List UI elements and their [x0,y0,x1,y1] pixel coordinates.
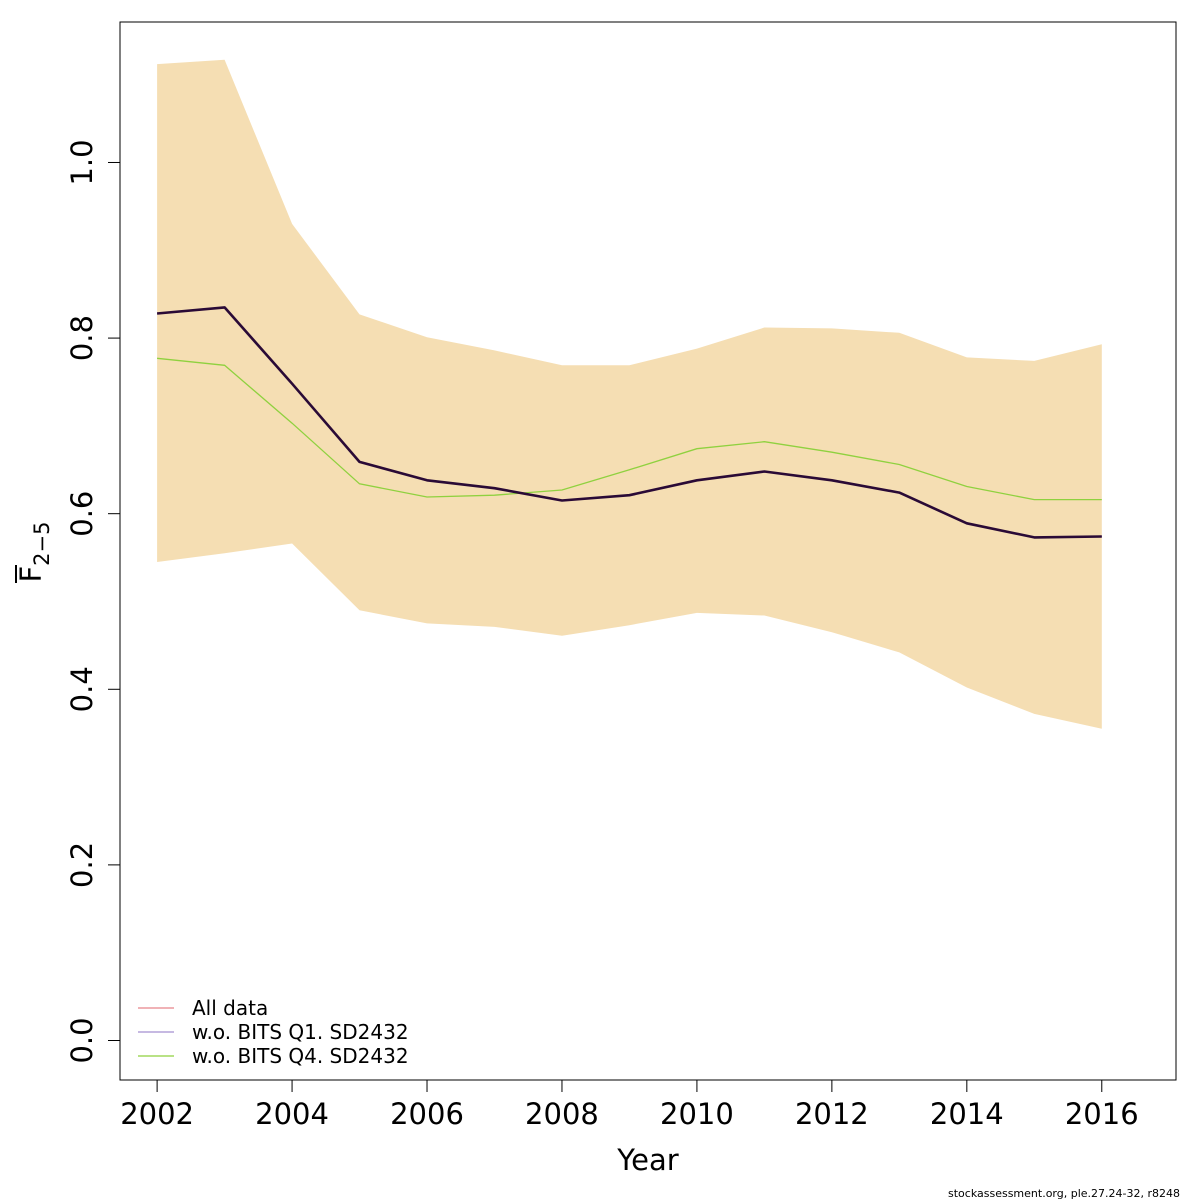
confidence-band [157,59,1102,729]
svg-text:F2−5: F2−5 [14,521,54,582]
y-tick-label: 1.0 [65,139,99,185]
x-tick-label: 2004 [255,1097,329,1131]
x-tick-label: 2012 [795,1097,869,1131]
y-tick-label: 0.8 [65,315,99,361]
y-tick-label: 0.4 [65,666,99,712]
x-tick-label: 2006 [390,1097,464,1131]
series-line-3 [157,357,1102,501]
y-tick-label: 0.6 [65,491,99,537]
x-axis: 2002 2004 2006 2008 2010 2012 2014 2016 [120,1079,1139,1131]
x-axis-title: Year [616,1143,678,1177]
x-tick-label: 2016 [1065,1097,1139,1131]
footer-credit: stockassessment.org, ple.27.24-32, r8248 [948,1187,1180,1200]
y-tick-label: 0.0 [65,1017,99,1063]
main-estimate-line [156,306,1102,539]
legend-label-1: All data [192,996,268,1020]
x-tick-label: 2008 [525,1097,599,1131]
y-axis: 0.0 0.2 0.4 0.6 0.8 1.0 [65,139,121,1064]
x-tick-label: 2002 [120,1097,194,1131]
y-axis-title-main: F [14,566,48,583]
x-tick-label: 2010 [660,1097,734,1131]
y-axis-title: F2−5 [14,521,54,583]
series-lines [156,306,1102,539]
legend-label-3: w.o. BITS Q4. SD2432 [192,1044,409,1068]
y-tick-label: 0.2 [65,842,99,888]
confidence-band-area [157,59,1102,729]
legend-label-2: w.o. BITS Q1. SD2432 [192,1020,409,1044]
y-axis-title-subscript: 2−5 [30,521,54,565]
x-tick-label: 2014 [930,1097,1004,1131]
